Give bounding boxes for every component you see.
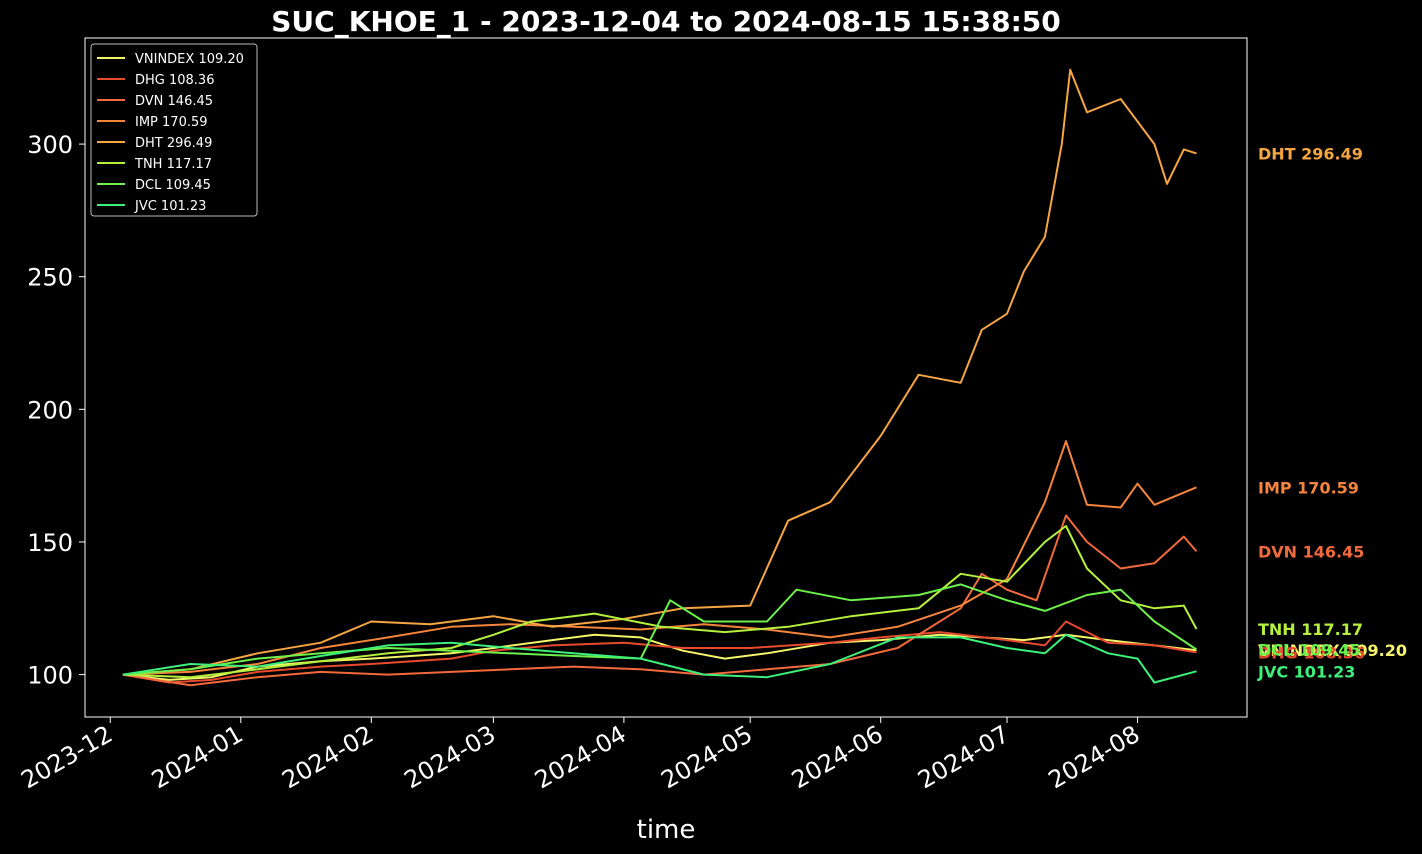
x-tick-label: 2024-04 — [530, 720, 631, 794]
end-label-dht: DHT 296.49 — [1258, 144, 1363, 163]
series-line-dcl — [122, 583, 1198, 676]
plot-frame — [84, 37, 1248, 718]
legend: VNINDEX 109.20 DHG 108.36 DVN 146.45 IMP 17… — [90, 43, 258, 217]
legend-label-dcl: DCL 109.45 — [135, 178, 211, 193]
y-axis: 100 150 200 250 300 — [27, 131, 85, 690]
end-label-jvc: JVC 101.23 — [1257, 662, 1355, 681]
series-layer — [122, 68, 1198, 687]
x-tick-label: 2023-12 — [16, 720, 117, 794]
end-label-tnh: TNH 117.17 — [1258, 620, 1363, 639]
series-line-imp — [122, 440, 1197, 676]
x-tick-label: 2024-01 — [147, 720, 248, 794]
series-line-dvn — [122, 514, 1198, 687]
x-tick-label: 2024-02 — [277, 720, 378, 794]
y-tick-label: 250 — [27, 264, 73, 292]
x-tick-label: 2024-03 — [400, 720, 501, 794]
legend-label-dhg: DHG 108.36 — [135, 73, 214, 88]
x-axis-label: time — [637, 815, 696, 845]
series-line-dhg — [122, 620, 1197, 684]
y-tick-label: 100 — [27, 662, 73, 690]
legend-box — [90, 43, 258, 217]
x-tick-label: 2024-08 — [1044, 720, 1145, 794]
end-label-dcl: DCL 109.45 — [1258, 640, 1361, 659]
end-label-dvn: DVN 146.45 — [1258, 542, 1364, 561]
y-tick-label: 150 — [27, 529, 73, 557]
series-line-jvc — [122, 633, 1197, 684]
legend-label-dht: DHT 296.49 — [135, 136, 212, 151]
y-tick-label: 300 — [27, 131, 73, 159]
x-tick-label: 2024-06 — [787, 720, 888, 794]
y-tick-label: 200 — [27, 396, 73, 424]
x-axis: 2023-12 2024-01 2024-02 2024-03 2024-04 2024-… — [16, 717, 1145, 794]
chart-title: SUC_KHOE_1 - 2023-12-04 to 2024-08-15 15… — [271, 5, 1060, 38]
end-label-imp: IMP 170.59 — [1258, 478, 1359, 497]
legend-label-imp: IMP 170.59 — [135, 115, 208, 130]
legend-label-jvc: JVC 101.23 — [134, 199, 206, 214]
end-label-dhg: DHG 108.36 — [1258, 643, 1365, 662]
legend-label-vnindex: VNINDEX 109.20 — [135, 52, 244, 67]
x-tick-label: 2024-07 — [913, 720, 1014, 794]
x-tick-label: 2024-05 — [656, 720, 757, 794]
legend-label-dvn: DVN 146.45 — [135, 94, 213, 109]
end-label-vnindex: VNINDEX 109.20 — [1258, 641, 1407, 660]
series-line-tnh — [122, 525, 1198, 679]
legend-label-tnh: TNH 117.17 — [134, 157, 212, 172]
series-line-dht — [122, 68, 1197, 676]
